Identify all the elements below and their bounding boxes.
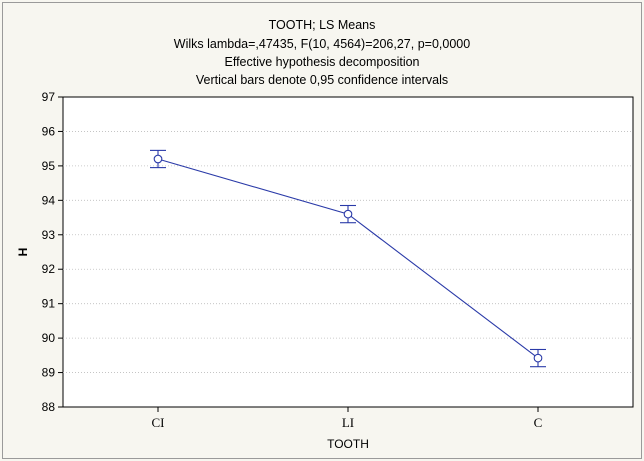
- x-tick-label-li: LI: [342, 415, 354, 430]
- y-tick-label-1: 96: [42, 124, 56, 138]
- plot-area: [62, 96, 634, 408]
- title-line-2: Wilks lambda=,47435, F(10, 4564)=206,27,…: [174, 37, 470, 51]
- data-point-c: [533, 353, 543, 363]
- y-tick-label-5: 92: [42, 262, 56, 276]
- chart-title: TOOTH; LS Means Wilks lambda=,47435, F(1…: [174, 18, 470, 87]
- y-tick-label-6: 91: [42, 297, 56, 311]
- y-tick-label-9: 88: [42, 400, 56, 414]
- title-line-1: TOOTH; LS Means: [269, 18, 376, 32]
- title-line-4: Vertical bars denote 0,95 confidence int…: [196, 73, 448, 87]
- x-tick-label-ci: CI: [152, 415, 165, 430]
- x-tick-label-c: C: [534, 415, 543, 430]
- y-axis-ticks: 97 96 95 94 93 92 91 90 89 88: [42, 90, 63, 414]
- y-tick-label-0: 97: [42, 90, 56, 104]
- x-axis-label: TOOTH: [327, 437, 369, 451]
- y-tick-label-2: 95: [42, 159, 56, 173]
- y-tick-label-4: 93: [42, 228, 56, 242]
- y-tick-label-8: 89: [42, 366, 56, 380]
- grid-lines: [63, 131, 633, 373]
- y-tick-label-7: 90: [42, 331, 56, 345]
- y-tick-label-3: 94: [42, 193, 56, 207]
- data-point-ci: [153, 154, 163, 164]
- data-point-li: [343, 209, 353, 219]
- y-axis-label: H: [16, 248, 30, 257]
- x-axis-ticks: CI LI C: [152, 407, 543, 430]
- series-group: [150, 149, 546, 368]
- title-line-3: Effective hypothesis decomposition: [224, 55, 419, 69]
